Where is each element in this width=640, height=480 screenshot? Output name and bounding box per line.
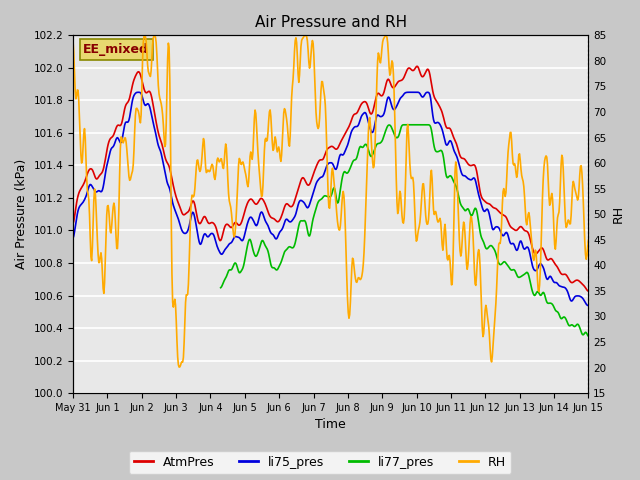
X-axis label: Time: Time: [316, 419, 346, 432]
Y-axis label: Air Pressure (kPa): Air Pressure (kPa): [15, 159, 28, 269]
Legend: AtmPres, li75_pres, li77_pres, RH: AtmPres, li75_pres, li77_pres, RH: [129, 451, 511, 474]
Y-axis label: RH: RH: [612, 205, 625, 223]
Text: EE_mixed: EE_mixed: [83, 43, 149, 56]
Title: Air Pressure and RH: Air Pressure and RH: [255, 15, 407, 30]
